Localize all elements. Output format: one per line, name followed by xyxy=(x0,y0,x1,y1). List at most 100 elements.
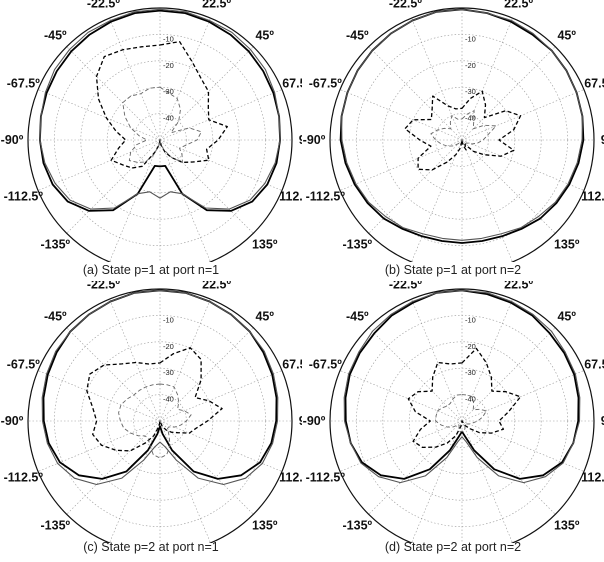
chart-panel-d: -10-20-30-400º22.5º45º67.5º90º112.5º135º… xyxy=(302,281,604,562)
ring-label: -20 xyxy=(465,61,476,70)
ring-label: -10 xyxy=(465,315,476,324)
grid-spoke xyxy=(411,298,463,422)
grid-spoke xyxy=(411,139,463,262)
polar-chart-c: -10-20-30-400º22.5º45º67.5º90º112.5º135º… xyxy=(1,281,302,543)
polar-chart-b: -10-20-30-400º22.5º45º67.5º90º112.5º135º… xyxy=(303,0,604,262)
angle-label: 112.5º xyxy=(279,471,302,485)
grid-spoke xyxy=(66,46,161,141)
caption-b: (b) State p=1 at port n=2 xyxy=(384,263,522,277)
grid-ring xyxy=(54,315,266,527)
angle-label: -67.5º xyxy=(7,357,40,371)
angle-label: 67.5º xyxy=(584,357,604,371)
angle-label: -112.5º xyxy=(306,190,346,204)
angle-label: 135º xyxy=(554,238,580,252)
angle-label: -112.5º xyxy=(306,471,346,485)
grid-ring xyxy=(382,341,542,501)
angle-label: -90º xyxy=(1,133,24,147)
series-line-1 xyxy=(39,9,281,212)
angle-label: -45º xyxy=(346,309,369,323)
series-line-2 xyxy=(41,289,279,486)
outer-ring xyxy=(329,288,595,543)
series-line-4 xyxy=(435,394,487,433)
series-line-2 xyxy=(39,8,281,210)
caption-c: (c) State p=2 at port n=1 xyxy=(83,540,219,554)
grid-spoke xyxy=(368,327,463,422)
angle-label: 22.5º xyxy=(202,0,231,10)
ring-label: -20 xyxy=(163,61,174,70)
grid-ring xyxy=(408,367,516,475)
series-line-2 xyxy=(343,289,581,484)
angle-label: 45º xyxy=(557,28,576,42)
grid-spoke xyxy=(159,89,283,141)
grid-spoke xyxy=(37,139,161,191)
grid-ring xyxy=(54,34,266,246)
grid-spoke xyxy=(37,370,161,422)
grid-spoke xyxy=(461,139,556,234)
angle-label: -67.5º xyxy=(309,76,342,90)
ring-label: -30 xyxy=(465,368,476,377)
grid-spoke xyxy=(159,370,283,422)
outer-ring xyxy=(329,7,595,262)
ring-label: -40 xyxy=(163,114,174,123)
grid-ring xyxy=(356,315,568,527)
angle-label: 67.5º xyxy=(584,76,604,90)
grid-spoke xyxy=(109,420,161,543)
angle-label: -45º xyxy=(44,309,67,323)
angle-label: 22.5º xyxy=(504,0,533,10)
grid-spoke xyxy=(159,420,254,515)
caption-a: (a) State p=1 at port n=1 xyxy=(82,263,220,277)
series-line-3 xyxy=(404,90,522,171)
grid-spoke xyxy=(66,139,161,234)
grid-spoke xyxy=(461,89,585,141)
outer-ring xyxy=(27,7,293,262)
series-line-3 xyxy=(407,347,522,449)
chart-panel-b: -10-20-30-400º22.5º45º67.5º90º112.5º135º… xyxy=(302,0,604,281)
angle-label: -67.5º xyxy=(309,357,342,371)
chart-panel-a: -10-20-30-400º22.5º45º67.5º90º112.5º135º… xyxy=(0,0,302,281)
angle-label: 135º xyxy=(252,519,278,533)
angle-label: 22.5º xyxy=(202,281,231,291)
angle-label: 90º xyxy=(601,414,604,428)
ring-label: -10 xyxy=(163,315,174,324)
angle-label: -135º xyxy=(41,238,71,252)
angle-label: -135º xyxy=(343,238,373,252)
angle-label: -22.5º xyxy=(87,0,120,10)
angle-label: -90º xyxy=(303,414,326,428)
grid-spoke xyxy=(368,420,463,515)
grid-ring xyxy=(80,60,240,220)
grid-spoke xyxy=(339,139,463,191)
angle-label: -135º xyxy=(343,519,373,533)
ring-label: -10 xyxy=(465,34,476,43)
grid-spoke xyxy=(109,298,161,422)
grid-spoke xyxy=(461,298,513,422)
polar-chart-a: -10-20-30-400º22.5º45º67.5º90º112.5º135º… xyxy=(1,0,302,262)
angle-label: 90º xyxy=(299,133,302,147)
ring-label: -40 xyxy=(465,114,476,123)
grid-ring xyxy=(408,86,516,194)
grid-spoke xyxy=(109,17,161,141)
angle-label: -22.5º xyxy=(389,281,422,291)
caption-d: (d) State p=2 at port n=2 xyxy=(384,540,522,554)
ring-label: -40 xyxy=(465,395,476,404)
angle-label: 90º xyxy=(299,414,302,428)
grid-spoke xyxy=(368,139,463,234)
grid-spoke xyxy=(37,420,161,472)
angle-label: 135º xyxy=(252,238,278,252)
angle-label: -112.5º xyxy=(4,471,44,485)
grid-ring xyxy=(356,34,568,246)
grid-spoke xyxy=(159,298,211,422)
series-line-4 xyxy=(122,86,202,163)
grid-spoke xyxy=(66,420,161,515)
angle-label: -45º xyxy=(346,28,369,42)
outer-ring xyxy=(27,288,293,543)
grid-spoke xyxy=(159,420,211,543)
grid-ring xyxy=(435,113,489,167)
grid-spoke xyxy=(411,420,463,543)
grid-spoke xyxy=(159,139,211,262)
angle-label: -22.5º xyxy=(389,0,422,10)
angle-label: 90º xyxy=(601,133,604,147)
ring-label: -10 xyxy=(163,34,174,43)
series-line-2 xyxy=(341,8,583,241)
angle-label: 67.5º xyxy=(282,357,302,371)
grid-spoke xyxy=(461,46,556,141)
